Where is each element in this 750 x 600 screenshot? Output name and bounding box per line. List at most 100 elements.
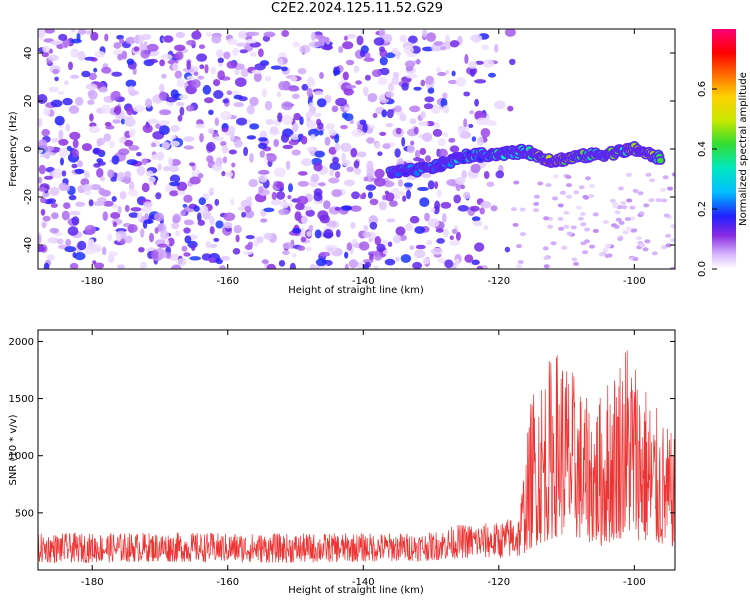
heatmap-cell <box>463 191 471 200</box>
heatmap-cell <box>376 243 386 252</box>
heatmap-cell <box>414 226 426 234</box>
heatmap-cell <box>271 199 282 206</box>
heatmap-cell <box>85 83 98 90</box>
heatmap-cell <box>543 256 550 261</box>
heatmap-x-ticks: -180 -160 -140 -120 -100 <box>81 29 646 287</box>
heatmap-cell <box>261 88 267 98</box>
heatmap-cell <box>98 87 108 93</box>
heatmap-cell <box>573 190 580 195</box>
heatmap-cell <box>373 265 379 269</box>
heatmap-cell <box>344 263 349 269</box>
heatmap-cell <box>642 247 649 252</box>
heatmap-cell <box>258 186 264 194</box>
heatmap-cell <box>174 44 186 51</box>
heatmap-cell <box>340 124 348 130</box>
heatmap-cell <box>317 122 324 130</box>
heatmap-cell <box>476 117 489 126</box>
heatmap-cell <box>226 90 232 95</box>
heatmap-cell <box>661 245 667 250</box>
colorbar-label: Normalized spectral amplitude <box>738 72 749 226</box>
heatmap-cell <box>244 205 252 213</box>
heatmap-cell <box>124 235 133 244</box>
heatmap-cell <box>150 142 157 148</box>
heatmap-cells <box>38 29 675 269</box>
heatmap-cell <box>481 44 490 51</box>
heatmap-cell <box>62 97 73 106</box>
heatmap-cell <box>368 215 379 225</box>
heatmap-cell <box>387 241 393 247</box>
heatmap-cell <box>148 181 154 186</box>
heatmap-cell <box>94 50 106 58</box>
heatmap-cell <box>412 261 423 269</box>
heatmap-cell <box>582 250 589 255</box>
heatmap-cell <box>421 173 432 178</box>
heatmap-cell <box>249 153 254 163</box>
heatmap-cell <box>420 79 426 87</box>
heatmap-cell <box>291 227 302 234</box>
heatmap-cell <box>75 201 86 207</box>
heatmap-cell <box>349 119 354 125</box>
heatmap-cell <box>66 145 72 152</box>
heatmap-cell <box>276 91 282 98</box>
heatmap-cell <box>331 105 339 113</box>
heatmap-cell <box>210 66 217 75</box>
heatmap-cell <box>648 198 655 203</box>
heatmap-cell <box>111 71 123 77</box>
heatmap-cell <box>180 210 186 217</box>
heatmap-cell <box>117 172 125 182</box>
heatmap-cell <box>321 44 333 51</box>
heatmap-cell <box>113 42 122 49</box>
heatmap-cell <box>566 183 572 188</box>
heatmap-cell <box>490 205 498 212</box>
heatmap-cell <box>41 51 49 58</box>
heatmap-cell <box>245 38 258 44</box>
heatmap-cell <box>141 158 148 166</box>
heatmap-cell <box>427 218 440 228</box>
heatmap-cell <box>77 240 87 251</box>
heatmap-cell <box>174 70 182 79</box>
heatmap-cell <box>470 163 481 174</box>
heatmap-cell <box>88 89 98 100</box>
heatmap-cell <box>401 82 409 91</box>
heatmap-cell <box>43 175 54 180</box>
heatmap-cell <box>137 211 142 221</box>
heatmap-cell <box>463 118 468 128</box>
heatmap-cell <box>473 220 483 227</box>
heatmap-cell <box>308 224 314 232</box>
heatmap-cell <box>47 54 60 62</box>
heatmap-cell <box>301 158 313 167</box>
heatmap-cell <box>371 69 382 78</box>
heatmap-cell <box>119 38 124 44</box>
heatmap-cell <box>409 105 421 113</box>
heatmap-cell <box>310 134 316 141</box>
heatmap-cell <box>236 117 248 126</box>
heatmap-cell <box>624 217 631 221</box>
heatmap-cell <box>464 254 474 263</box>
heatmap-cell <box>42 221 46 229</box>
heatmap-cell <box>449 240 461 246</box>
heatmap-cell <box>183 145 194 150</box>
heatmap-cell <box>410 140 415 146</box>
heatmap-cell <box>406 144 416 154</box>
snr-x-axis-title: Height of straight line (km) <box>288 585 424 596</box>
heatmap-cell <box>437 138 446 147</box>
heatmap-cell <box>246 196 253 202</box>
heatmap-cell <box>58 138 69 146</box>
heatmap-cell <box>333 69 341 76</box>
heatmap-cell <box>545 183 552 188</box>
heatmap-cell <box>400 254 412 263</box>
heatmap-cell <box>398 191 406 197</box>
heatmap-cell <box>362 259 374 264</box>
heatmap-cell <box>168 157 173 166</box>
heatmap-cell <box>111 204 119 209</box>
heatmap-cell <box>263 31 276 38</box>
heatmap-cell <box>434 181 439 190</box>
heatmap-cell <box>516 244 522 249</box>
heatmap-cell <box>248 179 258 188</box>
heatmap-cell <box>350 222 356 229</box>
heatmap-cell <box>350 147 358 158</box>
heatmap-cell <box>367 93 378 103</box>
heatmap-cell <box>170 140 180 147</box>
heatmap-cell <box>142 124 153 133</box>
